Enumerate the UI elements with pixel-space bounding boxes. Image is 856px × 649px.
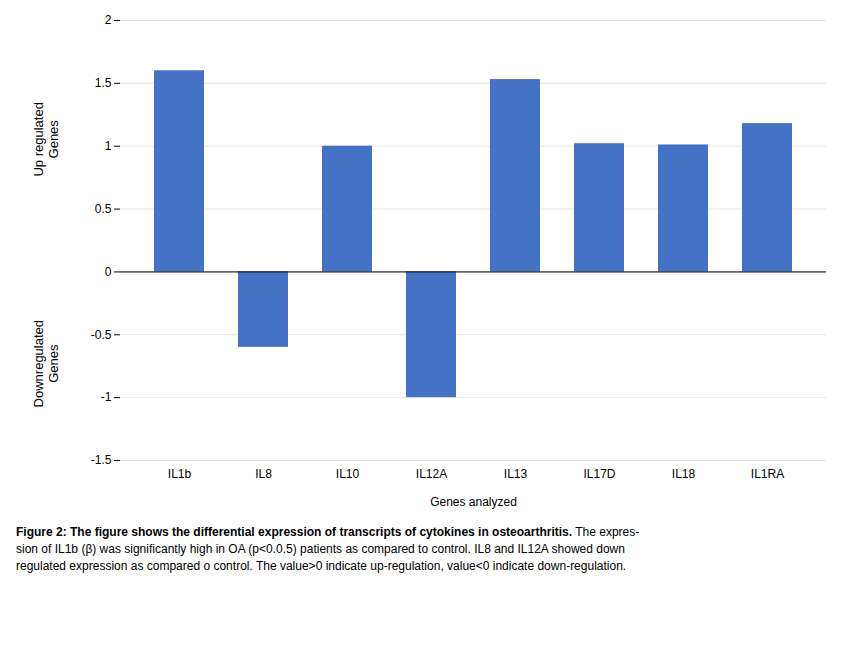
svg-text:IL1RA: IL1RA [751,467,784,481]
html-text:sion of IL1b (β) was significa: sion of IL1b (β) was significantly high … [16,542,625,556]
svg-text:IL1b: IL1b [168,467,192,481]
svg-text:IL10: IL10 [336,467,360,481]
svg-text:Up regulatedGenes: Up regulatedGenes [31,102,62,176]
html-text:regulated expression as compar: regulated expression as compared o contr… [16,559,627,573]
svg-text:-1.5: -1.5 [91,453,112,467]
svg-text:IL18: IL18 [672,467,696,481]
svg-text:-1: -1 [101,390,112,404]
svg-text:IL8: IL8 [255,467,272,481]
svg-text:1.5: 1.5 [95,76,112,90]
svg-text:DownregulatedGenes: DownregulatedGenes [31,320,62,407]
svg-text:1: 1 [105,139,112,153]
html-text:Figure 2: The figure shows the: Figure 2: The figure shows the different… [16,525,640,539]
svg-text:IL17D: IL17D [583,467,615,481]
svg-text:-0.5: -0.5 [91,328,112,342]
svg-text:IL13: IL13 [504,467,528,481]
svg-text:0.5: 0.5 [95,202,112,216]
svg-text:Genes analyzed: Genes analyzed [430,495,517,509]
svg-text:2: 2 [105,13,112,27]
svg-text:0: 0 [105,265,112,279]
svg-text:IL12A: IL12A [416,467,447,481]
